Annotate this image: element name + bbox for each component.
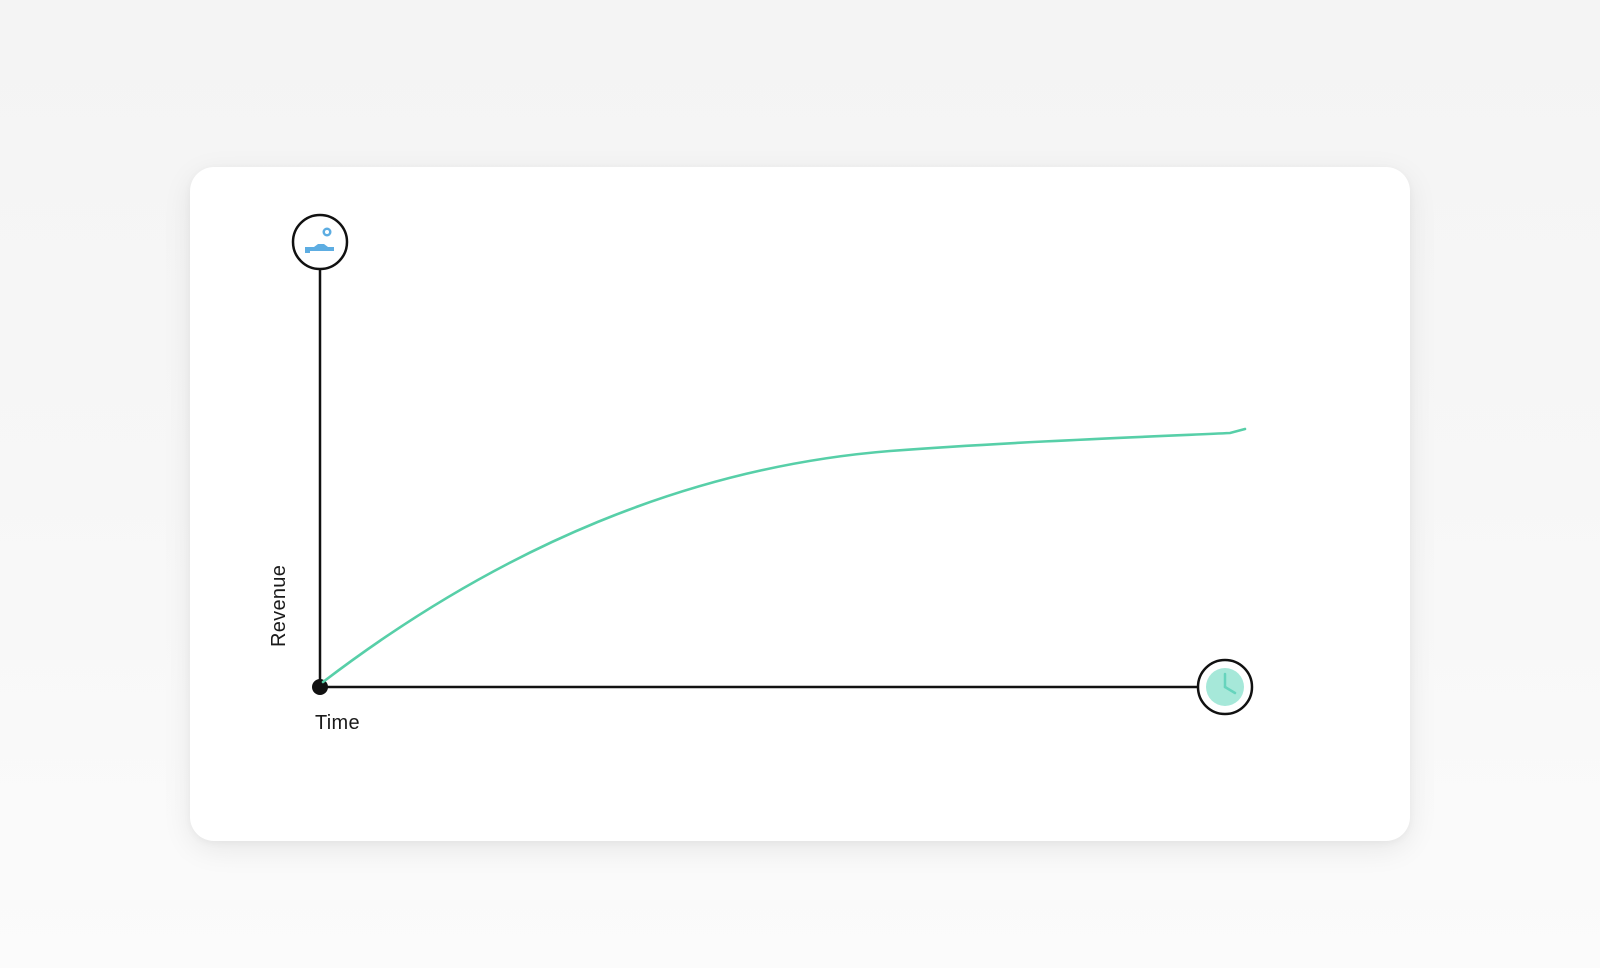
chart-card: Revenue Time xyxy=(190,167,1410,841)
clock-icon xyxy=(1198,660,1252,714)
money-hand-icon xyxy=(293,215,347,269)
x-axis-label: Time xyxy=(315,712,360,735)
y-axis-label: Revenue xyxy=(268,565,291,647)
chart-svg xyxy=(190,167,1410,841)
revenue-curve xyxy=(323,429,1245,682)
